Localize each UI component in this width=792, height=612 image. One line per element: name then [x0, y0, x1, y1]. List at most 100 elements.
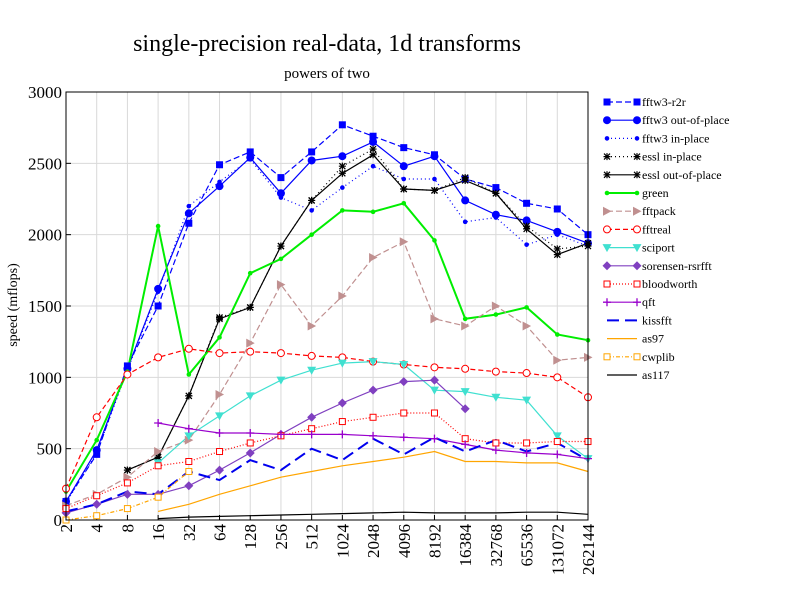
marker-dot — [155, 223, 161, 229]
legend-label: green — [642, 186, 669, 200]
marker-square-open — [93, 512, 101, 520]
marker-triangle — [307, 321, 317, 331]
marker-star — [400, 185, 408, 193]
marker-dot — [554, 332, 560, 337]
legend-label: fftw3 in-place — [642, 131, 709, 145]
marker-triangle — [461, 321, 470, 331]
marker-circle — [184, 209, 193, 218]
marker-square — [154, 302, 162, 310]
marker-triangle-down — [632, 244, 642, 253]
marker-circle — [603, 116, 611, 125]
x-tick-label: 4 — [88, 524, 107, 533]
series-line — [127, 154, 589, 471]
marker-star — [246, 303, 254, 311]
x-tick-label: 32768 — [487, 524, 506, 567]
marker-square-open — [185, 458, 193, 466]
marker-circle — [633, 116, 641, 125]
x-tick-label: 16 — [149, 524, 168, 541]
marker-circle — [276, 189, 285, 198]
marker-triangle-down — [337, 359, 347, 368]
marker-square-open — [430, 409, 438, 417]
series-line — [157, 450, 589, 512]
marker-square-open — [492, 439, 500, 447]
marker-circle — [461, 196, 470, 205]
series-line — [65, 348, 589, 489]
legend-label: sorensen-rsrfft — [642, 259, 712, 273]
x-tick-label: 262144 — [579, 524, 598, 576]
x-tick-label: 65536 — [518, 524, 537, 567]
marker-circle-open — [603, 225, 611, 234]
marker-star — [369, 145, 377, 153]
marker-dot — [155, 289, 161, 295]
legend-label: fftw3 out-of-place — [642, 113, 729, 127]
marker-diamond — [337, 398, 347, 408]
marker-square-open — [123, 479, 131, 487]
marker-square-open — [603, 353, 611, 361]
marker-circle-open — [553, 373, 562, 382]
marker-circle-open — [276, 349, 285, 358]
x-tick-label: 2048 — [364, 524, 383, 558]
marker-square — [633, 98, 641, 106]
marker-triangle — [276, 280, 286, 290]
marker-star — [216, 315, 224, 323]
series-line — [65, 202, 589, 493]
marker-dot — [217, 335, 222, 340]
marker-star — [633, 171, 641, 179]
marker-circle-open — [184, 344, 193, 353]
series-line — [65, 471, 190, 521]
marker-plus — [633, 298, 641, 307]
marker-square — [523, 199, 531, 207]
marker-dot — [401, 200, 407, 206]
marker-dot — [340, 185, 345, 190]
x-tick-label: 64 — [211, 524, 230, 542]
marker-square — [246, 148, 254, 156]
marker-triangle — [215, 389, 225, 399]
marker-diamond — [602, 261, 612, 271]
marker-square — [277, 174, 285, 182]
x-tick-label: 512 — [303, 524, 322, 550]
marker-diamond — [184, 481, 194, 491]
series-line — [65, 141, 589, 502]
marker-triangle — [522, 321, 532, 331]
marker-triangle-down — [184, 432, 194, 441]
marker-dot — [493, 312, 499, 317]
marker-square — [216, 161, 224, 169]
marker-plus — [154, 418, 163, 427]
marker-square — [603, 98, 611, 106]
marker-square-open — [400, 409, 408, 417]
marker-plus — [522, 448, 531, 457]
marker-square-open — [603, 280, 611, 288]
marker-circle-open — [633, 225, 641, 234]
legend-label: fftpack — [642, 204, 676, 218]
marker-square-open — [216, 448, 224, 456]
chart-title: single-precision real-data, 1d transform… — [133, 31, 521, 57]
legend-label: fftreal — [642, 222, 672, 236]
marker-square-open — [633, 353, 641, 361]
x-tick-label: 8 — [118, 524, 137, 533]
legend-label: kissfft — [642, 313, 672, 327]
marker-dot — [94, 450, 100, 456]
marker-star — [185, 392, 193, 400]
marker-star — [633, 153, 641, 161]
y-tick-label: 500 — [37, 440, 63, 459]
y-tick-label: 2000 — [28, 226, 62, 245]
marker-triangle-down — [276, 376, 286, 385]
y-tick-label: 0 — [54, 511, 63, 530]
legend-label: bloodworth — [642, 277, 697, 291]
marker-plus — [461, 440, 470, 449]
marker-dot — [186, 203, 192, 209]
marker-dot — [493, 215, 499, 220]
marker-plus — [553, 450, 562, 459]
marker-circle-open — [215, 349, 224, 358]
marker-square-open — [523, 439, 531, 447]
x-tick-label: 1024 — [333, 524, 352, 559]
marker-square-open — [246, 439, 254, 447]
marker-dot — [309, 208, 314, 213]
marker-diamond — [307, 412, 317, 422]
x-tick-label: 128 — [241, 524, 260, 550]
series-line — [65, 436, 589, 513]
marker-diamond — [122, 489, 132, 499]
marker-star — [338, 169, 346, 177]
marker-square-open — [154, 462, 162, 470]
marker-star — [277, 242, 285, 250]
